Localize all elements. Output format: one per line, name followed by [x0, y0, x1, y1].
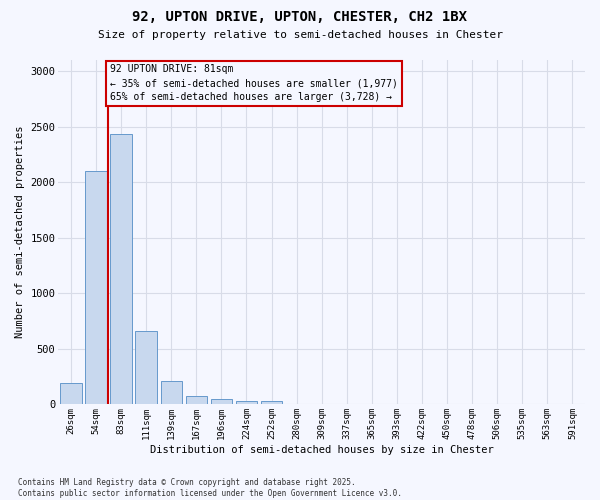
- Bar: [60, 384, 82, 404]
- Text: 92 UPTON DRIVE: 81sqm
← 35% of semi-detached houses are smaller (1,977)
65% of s: 92 UPTON DRIVE: 81sqm ← 35% of semi-deta…: [110, 64, 398, 102]
- Bar: [85, 171, 107, 404]
- X-axis label: Distribution of semi-detached houses by size in Chester: Distribution of semi-detached houses by …: [150, 445, 494, 455]
- Text: Size of property relative to semi-detached houses in Chester: Size of property relative to semi-detach…: [97, 30, 503, 40]
- Bar: [136, 331, 157, 404]
- Bar: [185, 396, 207, 404]
- Bar: [261, 401, 282, 404]
- Bar: [236, 400, 257, 404]
- Text: Contains HM Land Registry data © Crown copyright and database right 2025.
Contai: Contains HM Land Registry data © Crown c…: [18, 478, 402, 498]
- Bar: [211, 400, 232, 404]
- Text: 92, UPTON DRIVE, UPTON, CHESTER, CH2 1BX: 92, UPTON DRIVE, UPTON, CHESTER, CH2 1BX: [133, 10, 467, 24]
- Y-axis label: Number of semi-detached properties: Number of semi-detached properties: [15, 126, 25, 338]
- Bar: [161, 381, 182, 404]
- Bar: [110, 134, 131, 404]
